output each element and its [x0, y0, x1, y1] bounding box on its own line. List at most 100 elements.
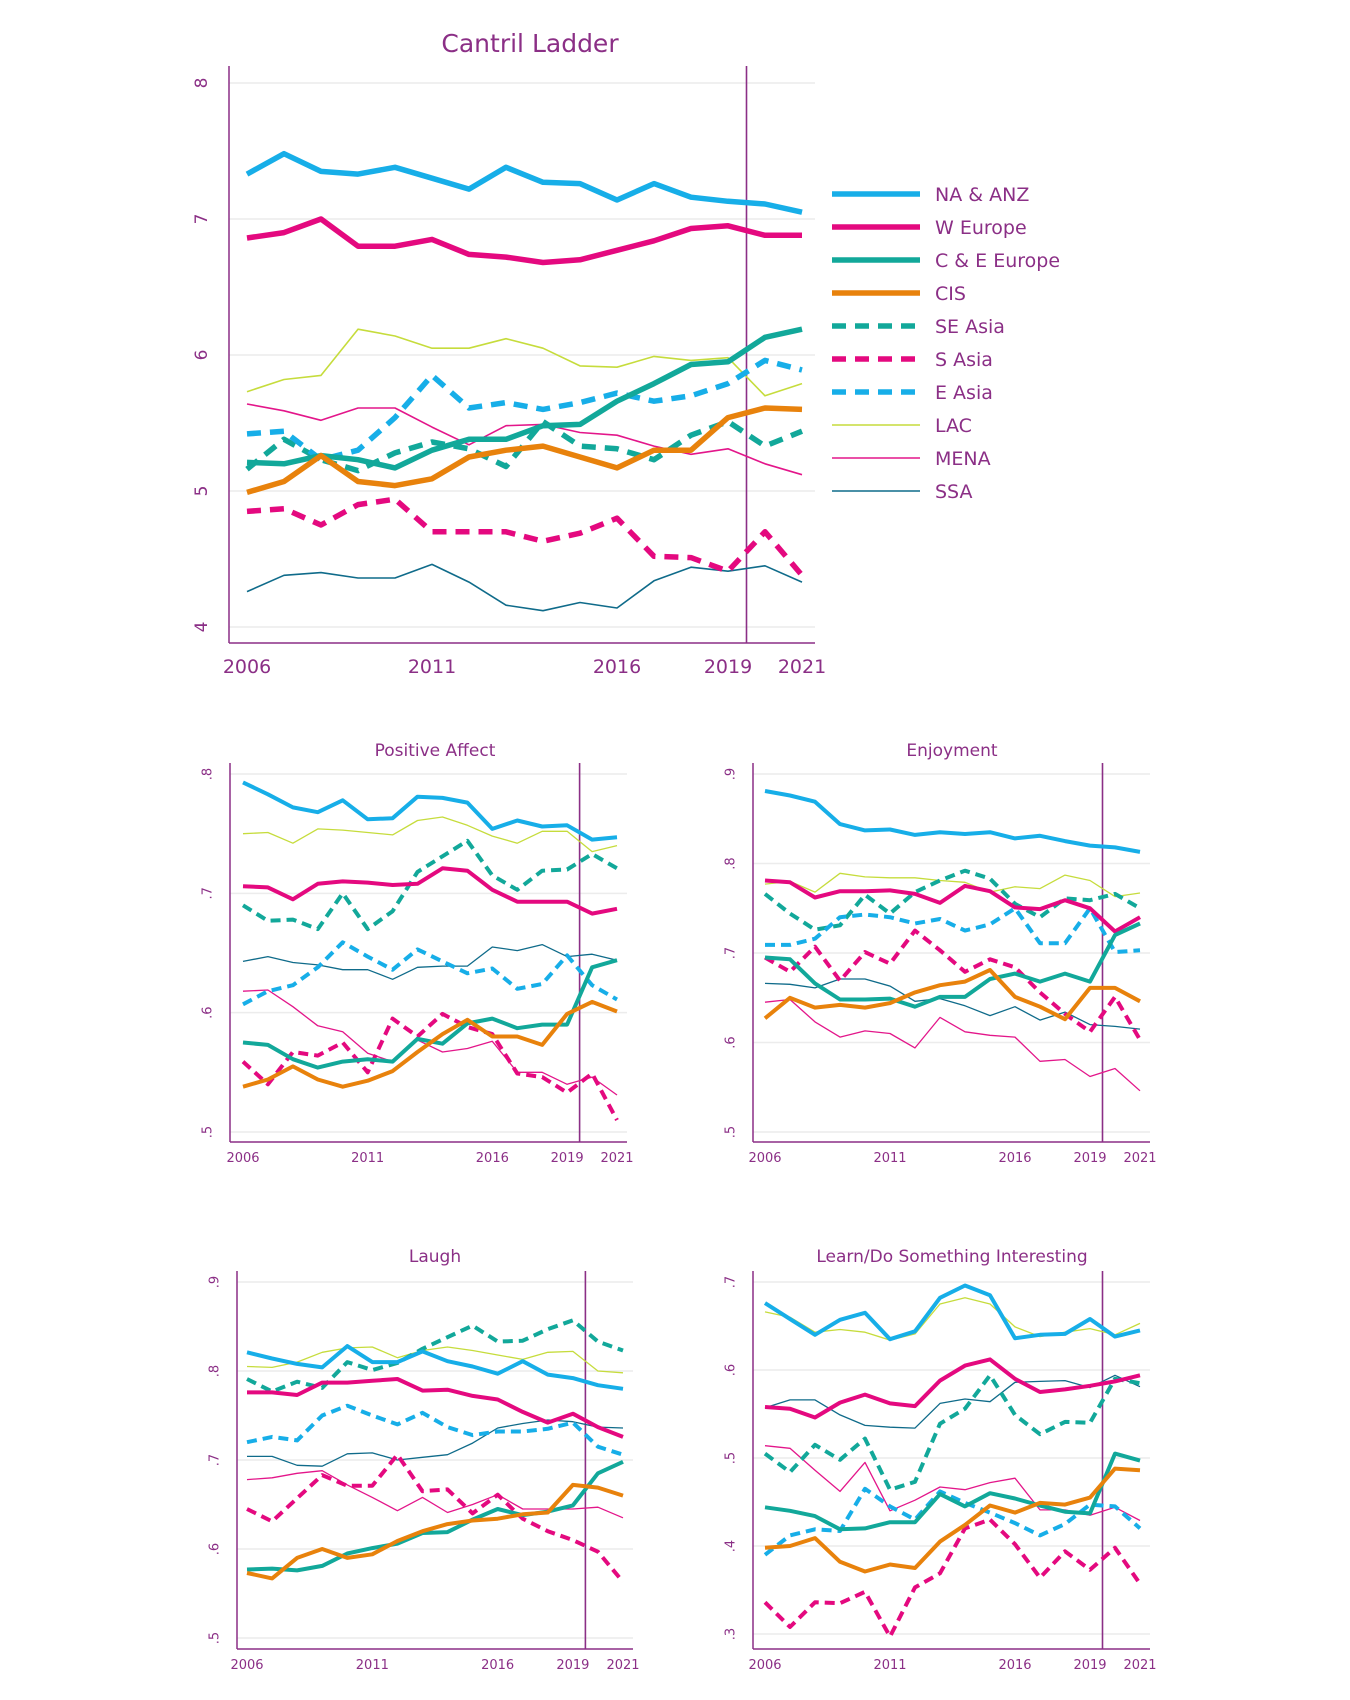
x-tick-label: 2006: [223, 656, 271, 678]
x-tick-label: 2019: [556, 1658, 589, 1673]
series-line-s-asia: [241, 1011, 619, 1122]
x-tick-label: 2011: [356, 1658, 389, 1673]
series-line-w-europe: [242, 866, 618, 916]
series-line-w-europe: [246, 216, 802, 266]
series-line-cis: [764, 1466, 1141, 1574]
x-tick-label: 2016: [593, 656, 641, 678]
series-line-mena: [242, 989, 618, 1096]
series-line-c-e-europe: [764, 921, 1141, 1009]
legend-item-ssa: SSA: [832, 481, 972, 503]
y-tick-label: .5: [724, 1126, 739, 1138]
series-line-w-europe: [764, 1357, 1141, 1420]
series-line-na-anz: [763, 1283, 1141, 1342]
chart-title: Positive Affect: [375, 741, 496, 761]
series-line-s-asia: [246, 1452, 625, 1584]
series-line-s-asia: [764, 928, 1142, 1041]
y-tick-label: .7: [208, 1454, 223, 1466]
series-line-w-europe: [247, 1377, 624, 1439]
series-line-cis: [763, 968, 1141, 1022]
series-line-ssa: [764, 978, 1141, 1030]
x-tick-label: 2006: [226, 1151, 259, 1166]
x-tick-label: 2016: [481, 1658, 514, 1673]
x-tick-label: 2019: [1073, 1658, 1106, 1673]
x-tick-label: 2006: [748, 1151, 781, 1166]
legend-item-s-asia: S Asia: [832, 349, 993, 371]
x-tick-label: 2016: [998, 1151, 1031, 1166]
legend-item-c-e-europe: C & E Europe: [832, 250, 1060, 272]
legend: NA & ANZ W Europe C & E Europe CIS SE Asia S …: [832, 184, 1060, 503]
legend-item-na-anz: NA & ANZ: [832, 184, 1029, 206]
chart-cantril-ladder: Cantril Ladder 4 5 6 7 8 2006 2011 2016 2019 2021: [192, 29, 826, 678]
legend-item-se-asia: SE Asia: [832, 316, 1005, 338]
x-tick-label: 2011: [873, 1658, 906, 1673]
y-tick-label: 4: [192, 622, 212, 633]
y-tick-label: .6: [208, 1543, 223, 1555]
series-line-mena: [764, 998, 1141, 1092]
series-line-e-asia: [246, 357, 803, 463]
series-line-w-europe: [764, 878, 1141, 934]
series-line-s-asia: [246, 496, 805, 578]
legend-item-mena: MENA: [832, 448, 991, 470]
y-tick-label: .5: [201, 1126, 216, 1138]
series-line-cis: [246, 1482, 624, 1581]
series-line-lac: [246, 328, 803, 397]
series-line-cis: [246, 405, 803, 496]
x-tick-label: 2011: [351, 1151, 384, 1166]
y-tick-label: .9: [208, 1276, 223, 1288]
series-line-se-asia: [246, 1318, 624, 1394]
series-line-se-asia: [763, 868, 1141, 932]
series-line-ssa: [247, 1419, 624, 1467]
series-line-na-anz: [245, 150, 803, 215]
chart-learn-do-something-interesting: Learn/Do Something Interesting .3 .4 .5 .6 .7…: [724, 1247, 1157, 1673]
y-tick-label: .7: [201, 887, 216, 899]
y-tick-label: .9: [724, 768, 739, 780]
y-tick-label: .6: [724, 1036, 739, 1048]
legend-label: S Asia: [935, 349, 993, 371]
series-line-c-e-europe: [764, 1451, 1141, 1532]
legend-label: E Asia: [935, 382, 993, 404]
legend-item-w-europe: W Europe: [832, 217, 1027, 239]
x-tick-label: 2016: [998, 1658, 1031, 1673]
series-line-lac: [242, 816, 618, 853]
series-line-e-asia: [765, 906, 1141, 955]
y-tick-label: .6: [201, 1006, 216, 1018]
y-tick-label: .7: [724, 947, 739, 959]
series-line-na-anz: [246, 1344, 624, 1391]
legend-label: MENA: [935, 448, 991, 470]
series-line-ssa: [764, 1374, 1141, 1429]
series-line-lac: [764, 872, 1141, 898]
legend-item-cis: CIS: [832, 283, 966, 305]
y-tick-label: 7: [192, 214, 212, 225]
series-line-e-asia: [246, 1403, 624, 1457]
x-tick-label: 2021: [778, 656, 826, 678]
x-tick-label: 2016: [476, 1151, 509, 1166]
x-tick-label: 2006: [748, 1658, 781, 1673]
series-line-ssa: [242, 943, 618, 980]
y-tick-label: .5: [208, 1632, 223, 1644]
series-line-lac: [246, 1346, 624, 1374]
legend-label: C & E Europe: [935, 250, 1060, 272]
chart-enjoyment: Enjoyment .5 .6 .7 .8 .9 2006 2011 2016 2019 2021: [724, 741, 1157, 1166]
x-tick-label: 2019: [1073, 1151, 1106, 1166]
legend-item-lac: LAC: [832, 415, 972, 437]
y-tick-label: .8: [208, 1365, 223, 1377]
y-tick-label: 8: [192, 78, 212, 89]
x-tick-label: 2021: [1123, 1151, 1156, 1166]
y-tick-label: .8: [201, 768, 216, 780]
legend-label: LAC: [935, 415, 972, 437]
legend-label: SSA: [935, 481, 972, 503]
x-tick-label: 2021: [600, 1151, 633, 1166]
series-line-na-anz: [764, 789, 1141, 854]
chart-positive-affect: Positive Affect .5 .6 .7 .8 2006 2011 2016 2019 2…: [201, 741, 634, 1166]
legend-label: SE Asia: [935, 316, 1005, 338]
y-tick-label: 5: [192, 486, 212, 497]
series-line-ssa: [246, 563, 803, 612]
chart-title: Learn/Do Something Interesting: [816, 1247, 1087, 1267]
series-line-c-e-europe: [246, 326, 803, 471]
chart-laugh: Laugh .5 .6 .7 .8 .9 2006 2011 2016 2019 2021: [208, 1247, 640, 1673]
x-tick-label: 2019: [551, 1151, 584, 1166]
x-tick-label: 2011: [408, 656, 456, 678]
series-line-mena: [246, 403, 803, 476]
series-line-lac: [764, 1297, 1141, 1341]
